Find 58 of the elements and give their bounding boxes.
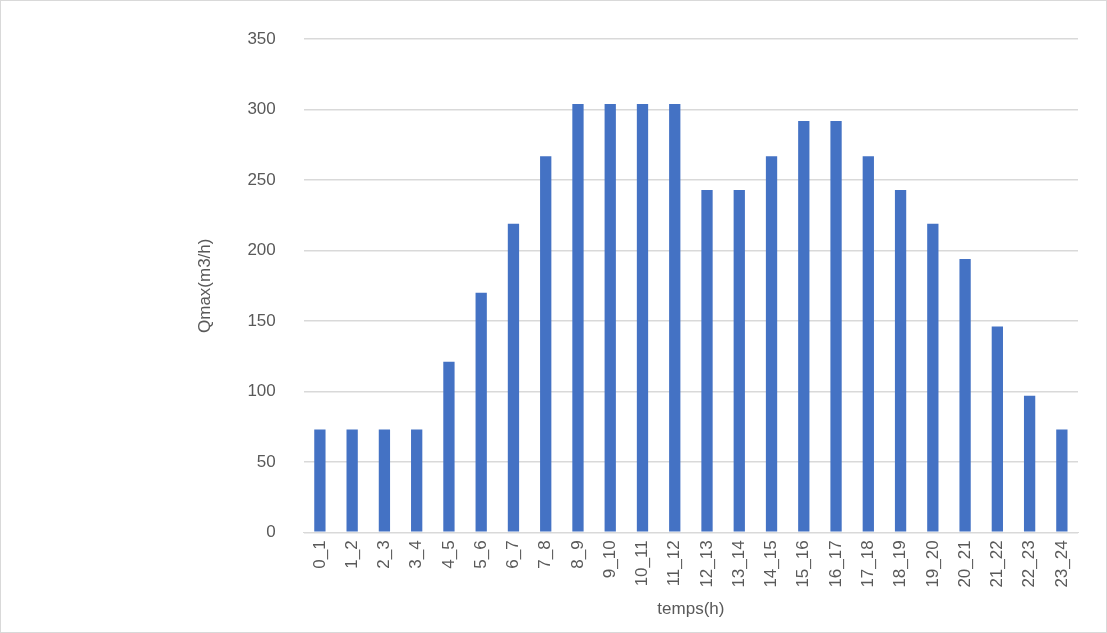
x-tick-label: 15_16 [793,540,813,588]
x-tick-label: 7_8 [535,540,555,569]
x-tick-label: 10_11 [632,540,652,587]
bar [1023,395,1036,532]
x-tick-label: 23_24 [1051,540,1071,588]
y-tick-label: 250 [247,169,276,189]
bar [830,120,842,532]
x-tick-label: 6_7 [503,540,523,569]
bar [1056,429,1068,532]
bar [927,223,939,532]
x-tick-label: 0_1 [309,540,329,569]
x-tick-label: 16_17 [825,540,845,588]
x-tick-label: 3_4 [406,540,426,569]
y-tick-label: 300 [247,99,276,119]
bar [959,258,971,532]
bar [572,104,584,532]
bar [378,429,391,532]
x-tick-label: 14_15 [761,540,781,588]
bar [669,104,681,532]
x-tick-label: 13_14 [728,540,748,588]
x-axis-title: temps(h) [657,599,725,619]
y-tick-label: 50 [256,451,276,471]
bar [604,104,616,532]
bar [765,156,778,532]
y-tick-label: 0 [266,522,276,542]
bar [443,361,455,532]
bar [411,429,423,532]
bar [733,189,745,532]
bar [314,429,326,532]
bar [701,189,713,532]
y-tick-label: 100 [247,381,276,401]
x-tick-label: 5_6 [470,540,490,569]
bar [894,189,907,532]
bar [475,292,487,532]
x-tick-label: 2_3 [374,540,394,569]
y-tick-label: 350 [247,28,276,48]
x-tick-label: 8_9 [567,540,587,569]
bar [798,120,810,532]
bar [636,104,649,532]
x-tick-label: 18_19 [890,540,910,588]
x-tick-label: 4_5 [438,540,458,569]
x-tick-label: 17_18 [858,540,877,588]
bar [507,223,520,532]
x-tick-label: 1_2 [341,540,361,569]
x-tick-label: 9_10 [599,540,619,579]
bar [862,156,874,532]
x-tick-label: 21_22 [987,540,1007,588]
bar [346,429,358,532]
y-tick-label: 150 [247,310,276,330]
bar [991,326,1003,532]
x-tick-label: 11_12 [664,540,684,587]
y-tick-label: 200 [247,240,276,260]
x-tick-label: 12_13 [696,540,716,588]
x-tick-label: 22_23 [1019,540,1039,588]
bar [540,156,552,532]
y-axis-title: Qmax(m3/h) [194,238,214,333]
x-tick-label: 20_21 [954,540,974,588]
x-tick-label: 19_20 [922,540,942,588]
